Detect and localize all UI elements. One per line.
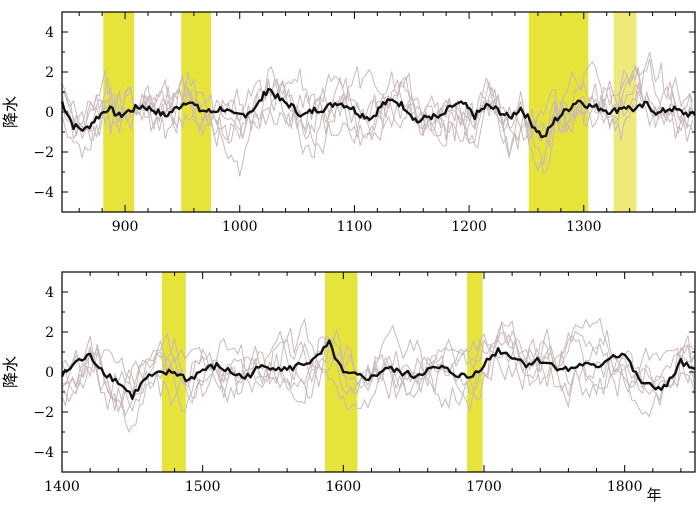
- x-tick-label: 1600: [326, 479, 362, 495]
- y-tick-label: 0: [45, 105, 54, 121]
- ensemble-member-line: [61, 317, 696, 413]
- x-tick-label: 1800: [607, 479, 643, 495]
- highlight-band: [528, 12, 589, 212]
- x-tick-label: 1100: [337, 219, 373, 235]
- axes: 4 2 0 −2 −4 1400 1500 1600 1700 1800: [33, 271, 696, 495]
- x-tick-label: 1300: [566, 219, 602, 235]
- y-tick-label: −4: [33, 445, 54, 461]
- x-tick-label: 1500: [185, 479, 221, 495]
- ensemble-member-line: [61, 319, 696, 434]
- ensemble-member-line: [61, 317, 696, 413]
- ensemble-member-line: [61, 58, 694, 140]
- y-tick-label: 4: [45, 25, 54, 41]
- ensemble-member-line: [61, 72, 694, 174]
- ensemble-lines: [61, 317, 696, 434]
- x-tick-label: 1400: [44, 479, 80, 495]
- x-tick-label: 1000: [222, 219, 258, 235]
- x-tick-label: 900: [112, 219, 139, 235]
- highlight-band: [613, 12, 637, 212]
- mean-line-group: [60, 339, 696, 400]
- panel-top: 降水 4 2 0 −2 −4 900 1000 1100 1200 1300: [1, 11, 696, 235]
- y-axis-label: 降水: [1, 356, 20, 388]
- y-tick-label: −2: [33, 145, 54, 161]
- x-axis-unit-label: 年: [646, 486, 661, 504]
- ensemble-mean-line: [60, 339, 696, 400]
- y-tick-label: −4: [33, 185, 54, 201]
- ensemble-mean-line: [60, 87, 696, 139]
- ensemble-member-line: [61, 70, 694, 149]
- y-tick-label: −2: [33, 405, 54, 421]
- x-tick-label: 1700: [466, 479, 502, 495]
- axes: 4 2 0 −2 −4 900 1000 1100 1200 1300: [33, 11, 696, 235]
- panel-bottom: 降水 4 2 0 −2 −4 1400 1500 1600 1700 1800 年: [1, 271, 696, 504]
- y-tick-label: 2: [45, 325, 54, 341]
- mean-line-group: [60, 87, 696, 139]
- y-tick-label: 4: [45, 285, 54, 301]
- y-axis-label: 降水: [1, 96, 20, 128]
- x-tick-label: 1200: [451, 219, 487, 235]
- y-tick-label: 2: [45, 65, 54, 81]
- ensemble-member-line: [61, 330, 696, 413]
- y-tick-label: 0: [45, 365, 54, 381]
